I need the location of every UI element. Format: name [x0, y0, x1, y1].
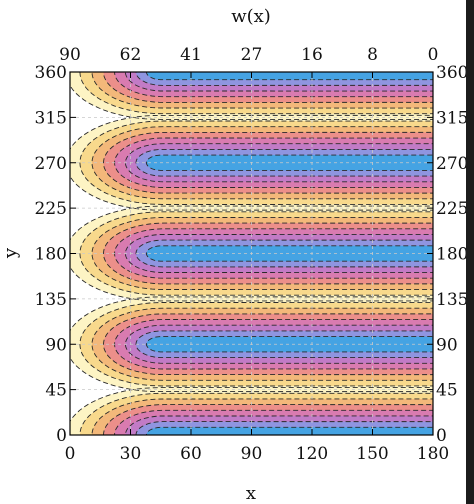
y-tick-label-right-5: 225: [436, 199, 468, 219]
x-tick-label-1: 30: [120, 444, 142, 464]
x-tick-label-4: 120: [296, 444, 328, 464]
y-tick-label-left-3: 135: [35, 290, 67, 310]
x-tick-label-6: 180: [417, 444, 449, 464]
contour-line-2-2: [91, 217, 433, 290]
contour-line-1-3: [103, 313, 433, 376]
contour-line-3-6: [135, 148, 433, 177]
y-tick-label-left-4: 180: [35, 245, 67, 265]
top-tick-label-6: 0: [428, 45, 439, 65]
y-tick-label-left-8: 360: [35, 63, 67, 83]
contour-fills: [70, 72, 433, 435]
contour-line-2-5: [124, 234, 433, 273]
top-tick-label-3: 27: [241, 45, 263, 65]
contour-line-0-2: [91, 398, 433, 435]
window-edge: [466, 0, 474, 504]
y-tick-label-right-4: 180: [436, 245, 468, 265]
contour-line-1-4: [114, 319, 433, 370]
contour-line-1-7: [145, 336, 433, 353]
contour-line-1-5: [124, 324, 433, 364]
contour-line-3-3: [103, 131, 433, 194]
contour-level-2-7: [146, 245, 433, 262]
contour-line-1-6: [135, 330, 433, 359]
top-tick-label-5: 8: [367, 45, 378, 65]
y-tick-label-left-2: 90: [45, 335, 67, 355]
contour-line-2-3: [103, 222, 433, 285]
x-tick-label-5: 150: [356, 444, 388, 464]
y-tick-label-left-7: 315: [35, 108, 67, 128]
y-tick-label-right-3: 135: [436, 290, 468, 310]
contour-line-4-5: [124, 72, 433, 92]
contour-line-3-1: [79, 120, 433, 205]
contour-line-2-1: [79, 211, 433, 296]
contour-line-4-3: [103, 72, 433, 103]
top-tick-label-1: 62: [120, 45, 142, 65]
y-tick-label-right-6: 270: [436, 154, 468, 174]
y-axis-title: y: [0, 247, 21, 259]
y-tick-label-right-2: 90: [436, 335, 458, 355]
top-axis-title: w(x): [231, 6, 271, 27]
contour-line-1-0: [70, 296, 433, 393]
contour-level-3-7: [146, 155, 433, 171]
contour-line-2-7: [145, 245, 433, 262]
x-tick-label-0: 0: [65, 444, 76, 464]
contour-line-2-4: [114, 228, 433, 279]
x-tick-label-2: 60: [180, 444, 202, 464]
y-tick-label-right-0: 0: [436, 426, 447, 446]
y-tick-label-right-1: 45: [436, 381, 458, 401]
x-axis-title: x: [246, 483, 256, 504]
contour-line-2-0: [70, 205, 433, 302]
contour-line-0-5: [124, 415, 433, 435]
top-tick-label-0: 90: [59, 45, 81, 65]
contour-level-0-7: [146, 427, 433, 435]
y-tick-label-left-6: 270: [35, 154, 67, 174]
contour-line-0-4: [114, 409, 433, 435]
contour-line-4-7: [145, 72, 433, 81]
y-tick-label-left-1: 45: [45, 381, 67, 401]
contour-level-4-7: [146, 72, 433, 80]
contour-line-1-1: [79, 302, 433, 387]
x-tick-label-3: 90: [241, 444, 263, 464]
contour-line-3-4: [114, 137, 433, 188]
contour-line-2-6: [135, 239, 433, 268]
y-tick-label-left-5: 225: [35, 199, 67, 219]
y-tick-label-left-0: 0: [56, 426, 67, 446]
y-tick-label-right-8: 360: [436, 63, 468, 83]
top-tick-label-2: 41: [180, 45, 202, 65]
contour-level-1-7: [146, 336, 433, 352]
top-tick-label-4: 16: [301, 45, 323, 65]
contour-line-3-7: [145, 154, 433, 171]
contour-line-0-3: [103, 404, 433, 435]
axis-ticks: [69, 71, 434, 436]
contour-line-3-5: [124, 143, 433, 183]
contour-line-0-1: [79, 392, 433, 435]
y-tick-label-right-7: 315: [436, 108, 468, 128]
contour-line-3-0: [70, 114, 433, 211]
contour-line-0-0: [70, 387, 433, 423]
contour-line-1-2: [91, 307, 433, 381]
grid-lines: [70, 72, 433, 435]
